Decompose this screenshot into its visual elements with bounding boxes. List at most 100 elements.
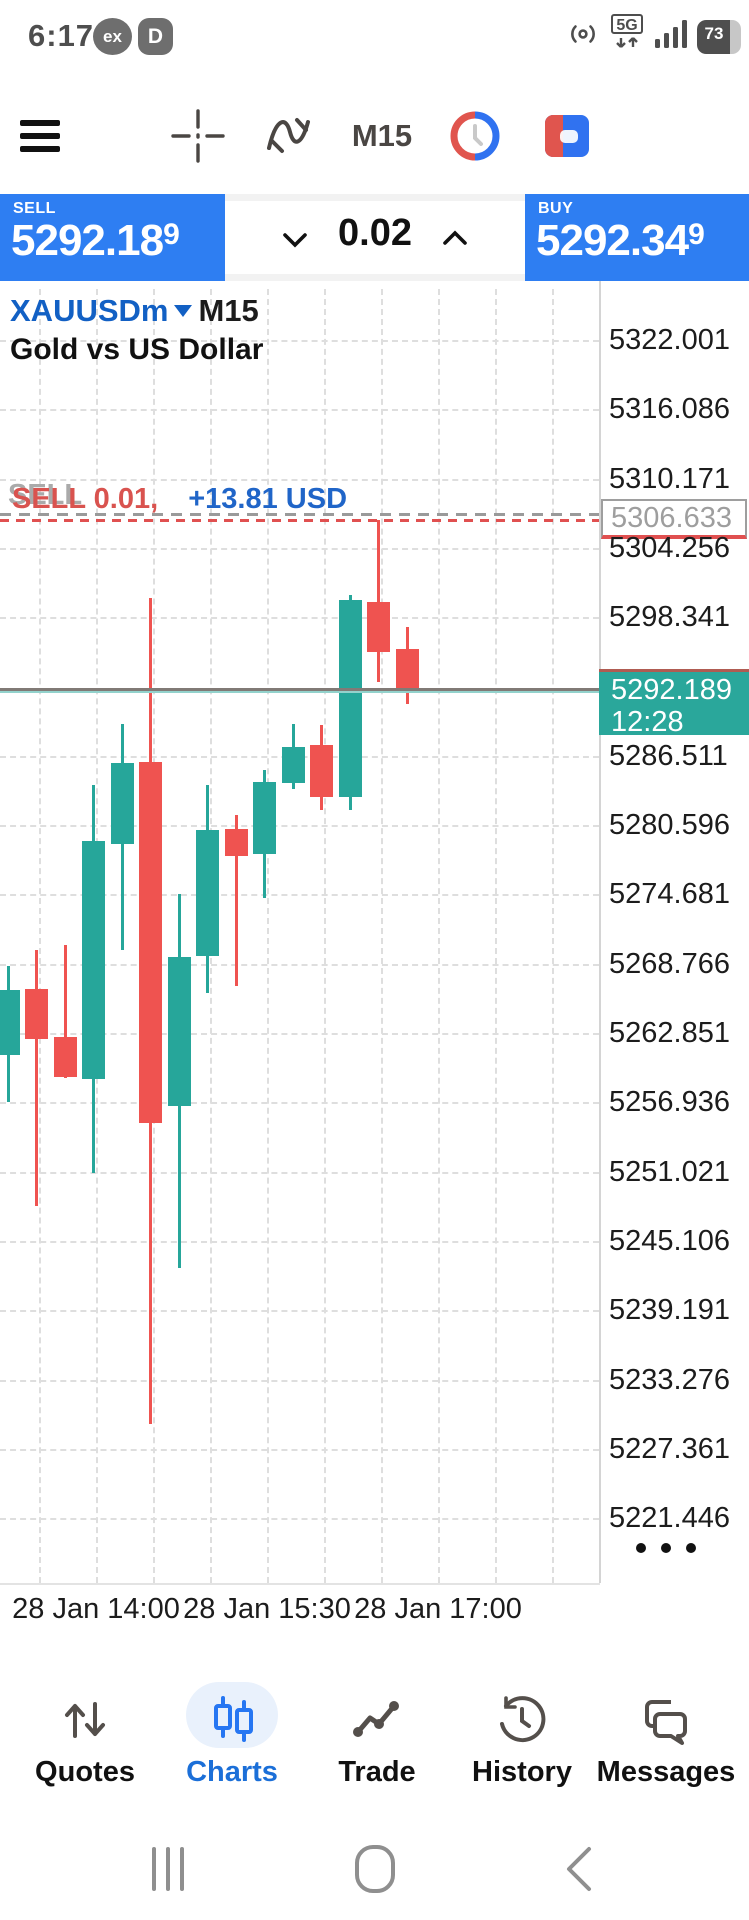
sell-button[interactable]: SELL 5292.189 — [0, 194, 225, 281]
price-axis-label: 5310.171 — [609, 462, 730, 495]
grid-line-v — [495, 289, 497, 1583]
more-dots-icon[interactable] — [636, 1543, 726, 1553]
timeframe-label: M15 — [351, 118, 413, 153]
candle-body — [224, 828, 248, 856]
candle-wick — [63, 944, 67, 1079]
price-axis-label: 5245.106 — [609, 1224, 730, 1257]
price-axis-label: 5233.276 — [609, 1363, 730, 1396]
tab-label: Trade — [338, 1756, 416, 1788]
menu-button[interactable] — [14, 80, 66, 192]
battery-percent: 73 — [704, 23, 724, 43]
candle-body — [281, 746, 305, 783]
tab-history[interactable]: History — [452, 1668, 592, 1808]
network-5g-icon: 5G — [609, 14, 645, 59]
candle-body — [253, 781, 276, 855]
price-axis-label: 5262.851 — [609, 1017, 730, 1049]
chart-toolbar: M15 — [0, 80, 749, 192]
price-axis-label: 5298.341 — [609, 601, 730, 634]
grid-line-h — [0, 1448, 599, 1451]
tab-trade[interactable]: Trade — [307, 1668, 447, 1808]
position-open-price-tag: 5306.633 — [601, 499, 747, 540]
symbol-description: Gold vs US Dollar — [10, 333, 264, 366]
position-open-line — [0, 519, 599, 523]
current-price-time: 12:28 — [611, 706, 684, 739]
recents-button[interactable] — [140, 1841, 196, 1902]
tab-charts[interactable]: Charts — [162, 1668, 302, 1808]
candle-body — [367, 602, 390, 652]
price-axis-label: 5221.446 — [609, 1502, 730, 1535]
position-label-ghost: SELL — [8, 479, 83, 511]
position-profit: +13.81 USD — [188, 483, 348, 515]
position-side-volume: SELL 0.01, — [12, 483, 159, 515]
grid-line-h — [0, 1240, 599, 1243]
grid-line-h — [0, 409, 599, 412]
chart-plot[interactable] — [0, 281, 599, 1583]
grid-line-v — [438, 289, 440, 1583]
current-price: 5292.189 — [611, 674, 732, 707]
charts-icon — [204, 1692, 260, 1748]
price-axis-label: 5268.766 — [609, 947, 730, 980]
objects-button[interactable] — [446, 80, 504, 192]
candle-body — [53, 1037, 77, 1077]
system-nav — [0, 1822, 749, 1920]
price-axis-label: 5316.086 — [609, 393, 730, 426]
volume-increase-button[interactable] — [433, 222, 477, 256]
tab-label: History — [472, 1756, 572, 1788]
volume-decrease-button[interactable] — [273, 222, 317, 256]
candle-body — [82, 841, 105, 1080]
symbol-timeframe: M15 — [198, 293, 259, 328]
svg-text:5G: 5G — [616, 17, 637, 34]
candle-wick — [35, 950, 38, 1206]
sell-tag: SELL — [13, 200, 56, 217]
signal-bars-icon — [654, 17, 688, 56]
tab-messages[interactable]: Messages — [596, 1668, 736, 1808]
tab-quotes[interactable]: Quotes — [15, 1668, 155, 1808]
candle-wick — [234, 814, 238, 986]
candle-body — [310, 745, 333, 797]
trading-panel-button[interactable] — [538, 80, 596, 192]
indicators-button[interactable] — [258, 80, 318, 192]
grid-line-h — [0, 894, 599, 897]
symbol-name: XAUUSDm — [10, 293, 169, 328]
grid-line-h — [0, 547, 599, 550]
time-axis-label: 28 Jan 14:00 — [12, 1593, 180, 1625]
bottom-nav: Quotes Charts Trade History Messages — [0, 1668, 749, 1808]
status-clock: 6:17 — [28, 18, 95, 53]
bid-line — [0, 691, 599, 694]
crosshair-button[interactable] — [168, 80, 228, 192]
buy-button[interactable]: BUY 5292.349 — [525, 194, 749, 281]
messages-icon — [638, 1692, 694, 1748]
symbol-header[interactable]: XAUUSDm M15 — [10, 293, 259, 329]
position-label[interactable]: SELL 0.01, +13.81 USD — [12, 483, 347, 516]
chevron-down-icon — [174, 304, 193, 317]
time-axis-label: 28 Jan 15:30 — [183, 1593, 351, 1625]
grid-line-h — [0, 478, 599, 481]
time-axis-label: 28 Jan 17:00 — [354, 1593, 522, 1625]
grid-line-h — [0, 825, 599, 828]
candle-body — [0, 990, 20, 1055]
chart-bottom-line — [0, 1583, 600, 1585]
volume-value[interactable]: 0.02 — [338, 212, 412, 254]
candle-wick — [377, 520, 380, 683]
price-axis-separator — [599, 281, 601, 1583]
tab-label: Charts — [186, 1756, 278, 1788]
grid-line-v — [381, 289, 383, 1583]
current-price-tag: 5292.189 12:28 — [599, 669, 749, 739]
current-price-line — [0, 687, 599, 691]
grid-line-v — [324, 289, 326, 1583]
back-button[interactable] — [553, 1841, 609, 1902]
candle-body — [25, 989, 48, 1040]
quotes-icon — [57, 1692, 113, 1748]
volume-box: 0.02 — [225, 194, 525, 281]
trade-bar: SELL 5292.189 0.02 BUY 5292.349 — [0, 194, 749, 281]
badge-ex-text: ex — [103, 26, 122, 46]
candle-body — [167, 957, 191, 1107]
home-button[interactable] — [347, 1841, 403, 1902]
grid-line-h — [0, 1518, 599, 1521]
stoploss-line — [0, 512, 599, 516]
candle-body — [110, 762, 134, 844]
app-notification-icon: D — [138, 18, 173, 55]
timeframe-button[interactable]: M15 — [352, 80, 412, 192]
grid-line-h — [0, 617, 599, 620]
